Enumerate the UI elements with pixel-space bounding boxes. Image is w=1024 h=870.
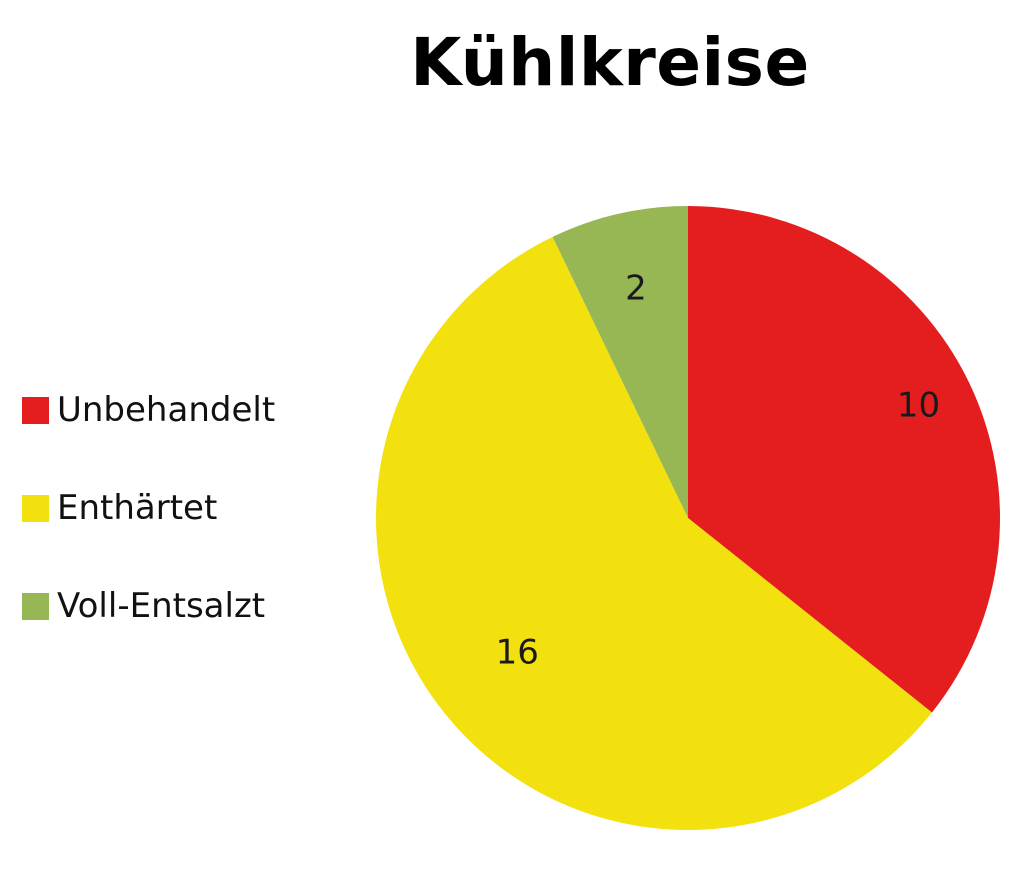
legend-swatch-voll-entsalzt xyxy=(22,592,49,620)
legend-swatch-unbehandelt xyxy=(22,396,49,424)
data-label-voll-entsalzt: 2 xyxy=(625,268,647,308)
legend-label-unbehandelt: Unbehandelt xyxy=(57,390,276,430)
chart-title: Kühlkreise xyxy=(410,24,810,101)
legend-item-voll-entsalzt: Voll-Entsalzt xyxy=(22,584,275,628)
pie-slice-enth-rtet xyxy=(375,236,932,831)
legend-item-unbehandelt: Unbehandelt xyxy=(22,388,275,432)
legend-item-enthaertet: Enthärtet xyxy=(22,486,275,530)
legend-swatch-enthaertet xyxy=(22,494,49,522)
pie-slice-unbehandelt xyxy=(688,206,1001,713)
legend-label-voll-entsalzt: Voll-Entsalzt xyxy=(57,586,266,626)
data-label-enth-rtet: 16 xyxy=(496,633,539,673)
legend: Unbehandelt Enthärtet Voll-Entsalzt xyxy=(22,388,275,682)
legend-label-enthaertet: Enthärtet xyxy=(57,488,218,528)
data-label-unbehandelt: 10 xyxy=(897,385,940,425)
pie-slice-voll-entsalzt xyxy=(552,206,688,518)
